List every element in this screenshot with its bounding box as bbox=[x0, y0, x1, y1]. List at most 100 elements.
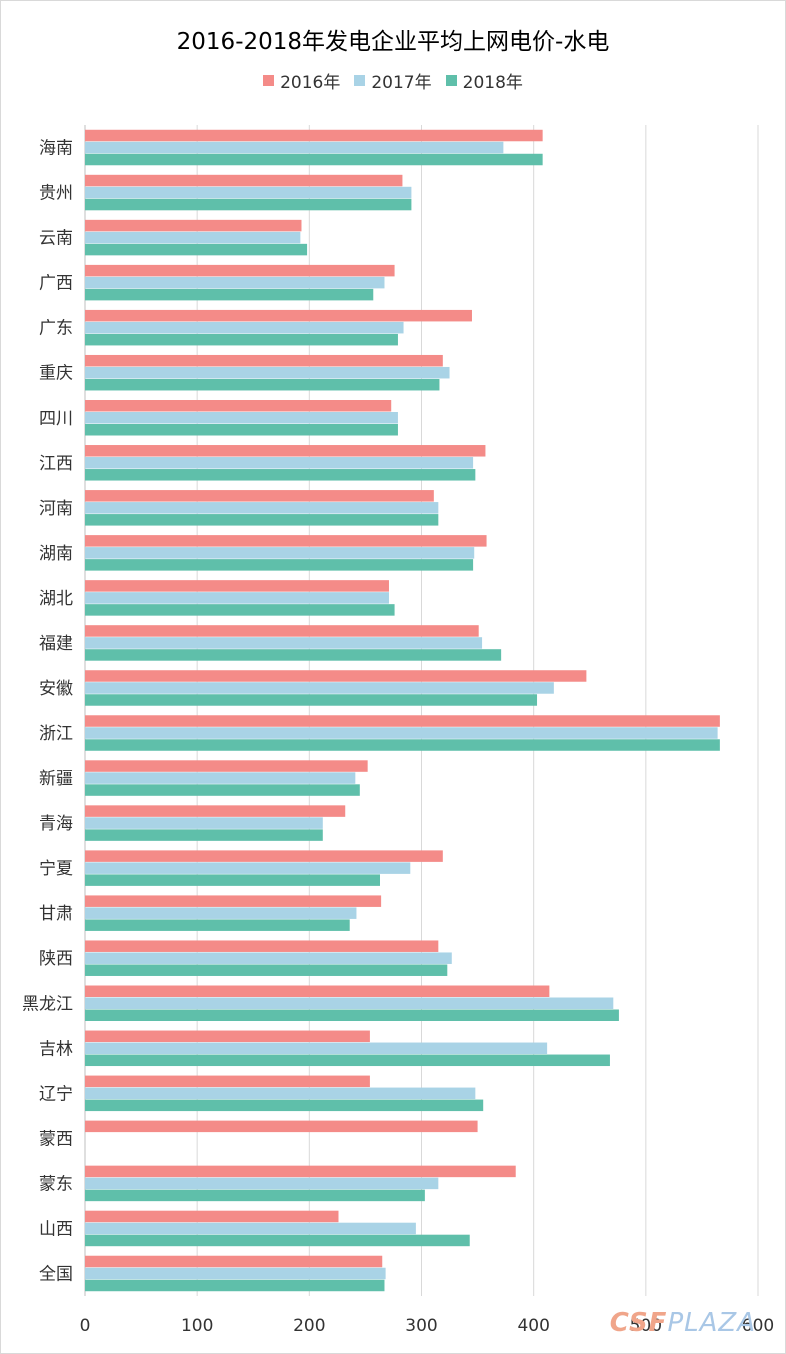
bar bbox=[85, 997, 614, 1009]
bar bbox=[85, 321, 404, 334]
bar bbox=[85, 1210, 339, 1223]
bar bbox=[85, 625, 479, 637]
x-tick-label: 600 bbox=[742, 1316, 774, 1336]
x-tick-label: 300 bbox=[405, 1316, 437, 1336]
legend-label: 2016年 bbox=[280, 73, 341, 93]
bar bbox=[85, 670, 587, 682]
bar bbox=[85, 378, 440, 391]
watermark-part2: PLAZA bbox=[667, 1308, 756, 1338]
legend-swatch bbox=[445, 75, 457, 86]
category-label: 湖南 bbox=[39, 544, 73, 564]
bar bbox=[85, 1189, 425, 1202]
bar bbox=[85, 469, 476, 481]
bar bbox=[85, 805, 346, 817]
bar bbox=[85, 592, 389, 604]
bar bbox=[85, 354, 443, 367]
category-label: 浙江 bbox=[39, 724, 73, 744]
bar bbox=[85, 739, 720, 751]
bar bbox=[85, 490, 434, 502]
bar bbox=[85, 514, 439, 526]
bar bbox=[85, 1087, 476, 1100]
bar bbox=[85, 1279, 385, 1292]
category-label: 贵州 bbox=[39, 184, 73, 204]
bar bbox=[85, 412, 398, 424]
bar bbox=[85, 502, 439, 514]
category-label: 山西 bbox=[39, 1219, 73, 1239]
bar bbox=[85, 231, 301, 244]
category-label: 福建 bbox=[39, 634, 73, 654]
bar bbox=[85, 649, 502, 661]
category-label: 黑龙江 bbox=[22, 994, 73, 1014]
bar bbox=[85, 333, 398, 346]
category-label: 湖北 bbox=[39, 589, 73, 609]
bar bbox=[85, 400, 392, 412]
legend-label: 2017年 bbox=[371, 73, 432, 93]
bar bbox=[85, 850, 443, 862]
bar bbox=[85, 940, 439, 952]
watermark-part1: CSF bbox=[609, 1308, 668, 1338]
category-label: 甘肃 bbox=[39, 904, 73, 924]
bar bbox=[85, 772, 356, 784]
bar bbox=[85, 985, 550, 997]
bar bbox=[85, 1255, 383, 1268]
x-tick-label: 200 bbox=[293, 1316, 325, 1336]
bar bbox=[85, 874, 380, 886]
bar bbox=[85, 129, 543, 142]
bar bbox=[85, 174, 403, 187]
bar bbox=[85, 535, 487, 547]
category-label: 广东 bbox=[39, 319, 73, 339]
category-label: 新疆 bbox=[39, 769, 73, 789]
bar bbox=[85, 559, 474, 571]
bar bbox=[85, 952, 452, 964]
legend-item: 2018年 bbox=[445, 68, 523, 93]
bar bbox=[85, 1165, 516, 1178]
category-label: 海南 bbox=[39, 139, 73, 159]
bar bbox=[85, 424, 398, 436]
legend-item: 2017年 bbox=[354, 68, 432, 93]
category-label: 广西 bbox=[39, 274, 73, 294]
chart-title: 2016-2018年发电企业平均上网电价-水电 bbox=[176, 29, 610, 55]
category-label: 蒙东 bbox=[39, 1174, 73, 1194]
category-label: 吉林 bbox=[39, 1039, 73, 1059]
bar bbox=[85, 919, 350, 931]
x-tick-label: 0 bbox=[80, 1316, 91, 1336]
x-tick-label: 400 bbox=[517, 1316, 549, 1336]
legend: 2016年 2017年 2018年 bbox=[0, 68, 786, 93]
category-label: 重庆 bbox=[39, 364, 73, 384]
bar bbox=[85, 276, 385, 289]
bar bbox=[85, 895, 382, 907]
bar bbox=[85, 198, 412, 211]
bar bbox=[85, 1075, 370, 1088]
category-label: 宁夏 bbox=[39, 859, 73, 879]
bar bbox=[85, 694, 538, 706]
bar bbox=[85, 580, 389, 592]
bar bbox=[85, 1099, 484, 1112]
legend-swatch bbox=[354, 75, 366, 86]
category-label: 青海 bbox=[39, 814, 73, 834]
category-label: 辽宁 bbox=[39, 1084, 73, 1104]
category-label: 四川 bbox=[39, 409, 73, 429]
bar bbox=[85, 186, 412, 199]
bar bbox=[85, 637, 483, 649]
bar bbox=[85, 1120, 478, 1133]
bar bbox=[85, 1177, 439, 1190]
x-tick-label: 100 bbox=[181, 1316, 213, 1336]
bar bbox=[85, 288, 374, 301]
category-label: 蒙西 bbox=[39, 1129, 73, 1149]
bar bbox=[85, 366, 450, 379]
bar bbox=[85, 1030, 370, 1043]
bar bbox=[85, 784, 360, 796]
bar bbox=[85, 1054, 610, 1067]
legend-label: 2018年 bbox=[462, 73, 523, 93]
bar bbox=[85, 547, 475, 559]
bar bbox=[85, 817, 323, 829]
bar bbox=[85, 829, 323, 841]
bar bbox=[85, 1234, 470, 1247]
bar bbox=[85, 445, 486, 457]
bar bbox=[85, 715, 720, 727]
category-label: 陕西 bbox=[39, 949, 73, 969]
bar bbox=[85, 907, 357, 919]
bar bbox=[85, 153, 543, 166]
bar bbox=[85, 264, 395, 277]
bar bbox=[85, 243, 308, 256]
